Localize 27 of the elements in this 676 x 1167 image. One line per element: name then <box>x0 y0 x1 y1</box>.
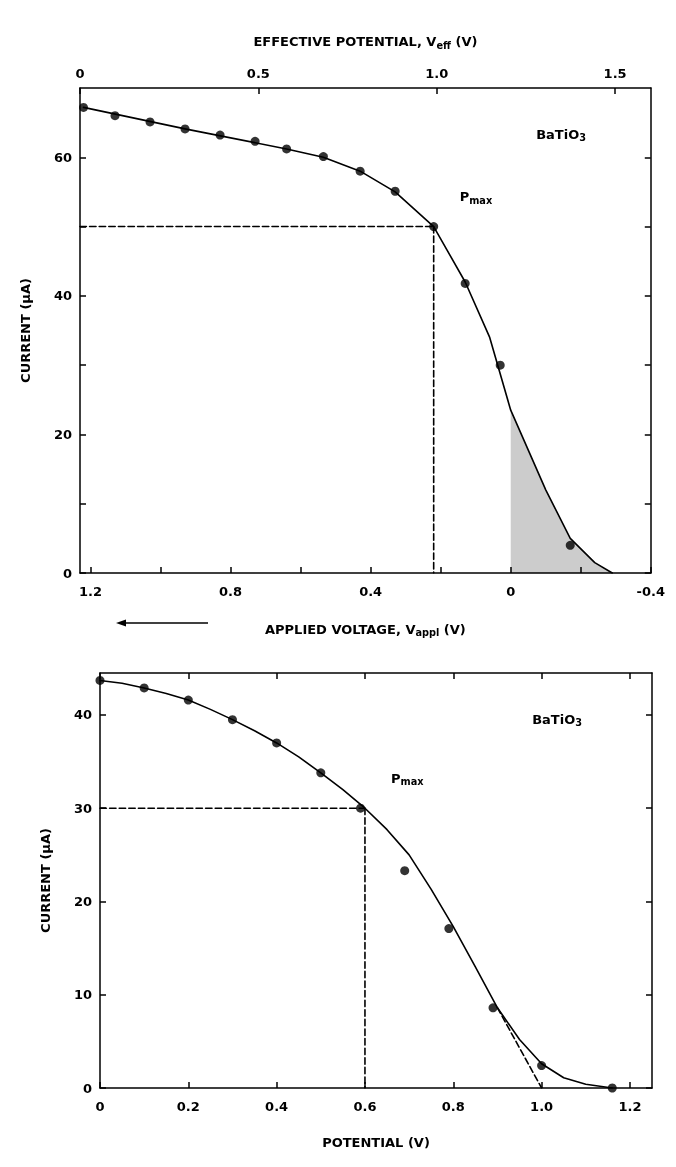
x-tick-label: 0.4 <box>265 1099 289 1114</box>
y-axis-title: CURRENT (μA) <box>18 278 33 383</box>
x-tick-label: -0.4 <box>636 584 666 599</box>
y-tick-label: 40 <box>73 707 92 723</box>
x-tick-label: 0.2 <box>176 1099 200 1114</box>
y-tick-label: 20 <box>53 426 72 442</box>
y-tick-label: 0 <box>62 565 72 581</box>
x-tick-label: 0.8 <box>219 584 243 599</box>
x-tick-label: 0.8 <box>441 1099 465 1114</box>
y-tick-label: 60 <box>53 149 72 165</box>
y-axis-title: CURRENT (μA) <box>38 828 53 933</box>
x-tick-label: 0.6 <box>353 1099 377 1114</box>
y-tick-label: 20 <box>73 893 92 909</box>
x-tick-label: 1.0 <box>530 1099 554 1114</box>
x-tick-label: 0 <box>95 1099 105 1114</box>
y-tick-label: 40 <box>53 288 72 304</box>
x2-tick-label: 0.5 <box>246 66 270 81</box>
x2-tick-label: 1.0 <box>425 66 449 81</box>
x-tick-label: 1.2 <box>78 584 103 599</box>
x-tick-label: 0 <box>506 584 516 599</box>
y-tick-label: 30 <box>73 800 92 816</box>
y-tick-label: 10 <box>73 987 92 1003</box>
x-tick-label: 1.2 <box>618 1099 642 1114</box>
x2-tick-label: 1.5 <box>603 66 627 81</box>
y-tick-label: 0 <box>82 1080 92 1096</box>
x-axis-title: POTENTIAL (V) <box>322 1135 430 1150</box>
x-tick-label: 0.4 <box>359 584 383 599</box>
